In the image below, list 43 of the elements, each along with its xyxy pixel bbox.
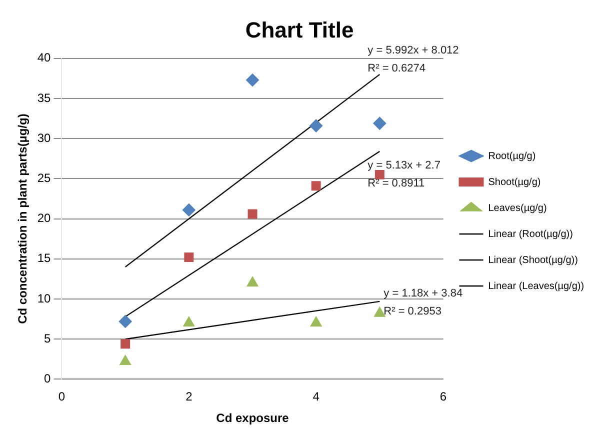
legend-label: Linear (Shoot(µg/g)) (488, 254, 578, 266)
x-axis-title: Cd exposure (216, 411, 290, 426)
point (310, 316, 322, 327)
x-tick-label: 4 (312, 390, 320, 404)
y-tick-label: 0 (44, 372, 52, 386)
y-tick-label: 20 (37, 211, 52, 226)
y-tick-label: 10 (37, 291, 52, 306)
point (183, 316, 195, 327)
point (184, 252, 194, 262)
point (373, 116, 386, 130)
legend-label: Root(µg/g) (488, 150, 536, 162)
text: y = 5.992x + 8.012 (368, 44, 459, 56)
point (120, 339, 130, 349)
point (248, 209, 258, 219)
legend-label: Linear (Root(µg/g)) (488, 228, 573, 240)
point (246, 276, 258, 286)
annotation: R² = 0.8911 (368, 177, 425, 190)
legend-label: Leaves(µg/g) (488, 202, 547, 214)
y-tick-label: 30 (37, 130, 52, 145)
y-axis-title: Cd concentration in plant parts(µg/g) (16, 114, 30, 324)
y-tick-label: 15 (37, 251, 52, 266)
point (246, 74, 259, 87)
point (118, 314, 132, 328)
point (374, 306, 386, 317)
y-tick-label: 35 (37, 90, 52, 105)
point (310, 119, 323, 132)
annotation: y = 5.13x + 2.7 (368, 159, 440, 172)
y-tick-label: 40 (37, 50, 52, 65)
point (120, 355, 132, 366)
point (374, 170, 384, 180)
y-tick-label: 5 (44, 331, 52, 346)
x-tick-label: 2 (186, 390, 193, 404)
point (311, 181, 321, 191)
legend-label: Linear (Leaves(µg/g)) (488, 280, 584, 292)
x-tick-label: 6 (440, 390, 447, 404)
point (182, 203, 196, 216)
legend-label: Shoot(µg/g) (488, 176, 541, 188)
annotation: y = 1.18x + 3.84 (384, 287, 463, 300)
annotation: R² = 0.6274 (368, 62, 426, 74)
x-tick-label: 0 (58, 390, 66, 404)
annotation: R² = 0.2953 (384, 305, 442, 318)
y-tick-label: 25 (37, 171, 52, 186)
chart-title: Chart Title (245, 17, 354, 42)
